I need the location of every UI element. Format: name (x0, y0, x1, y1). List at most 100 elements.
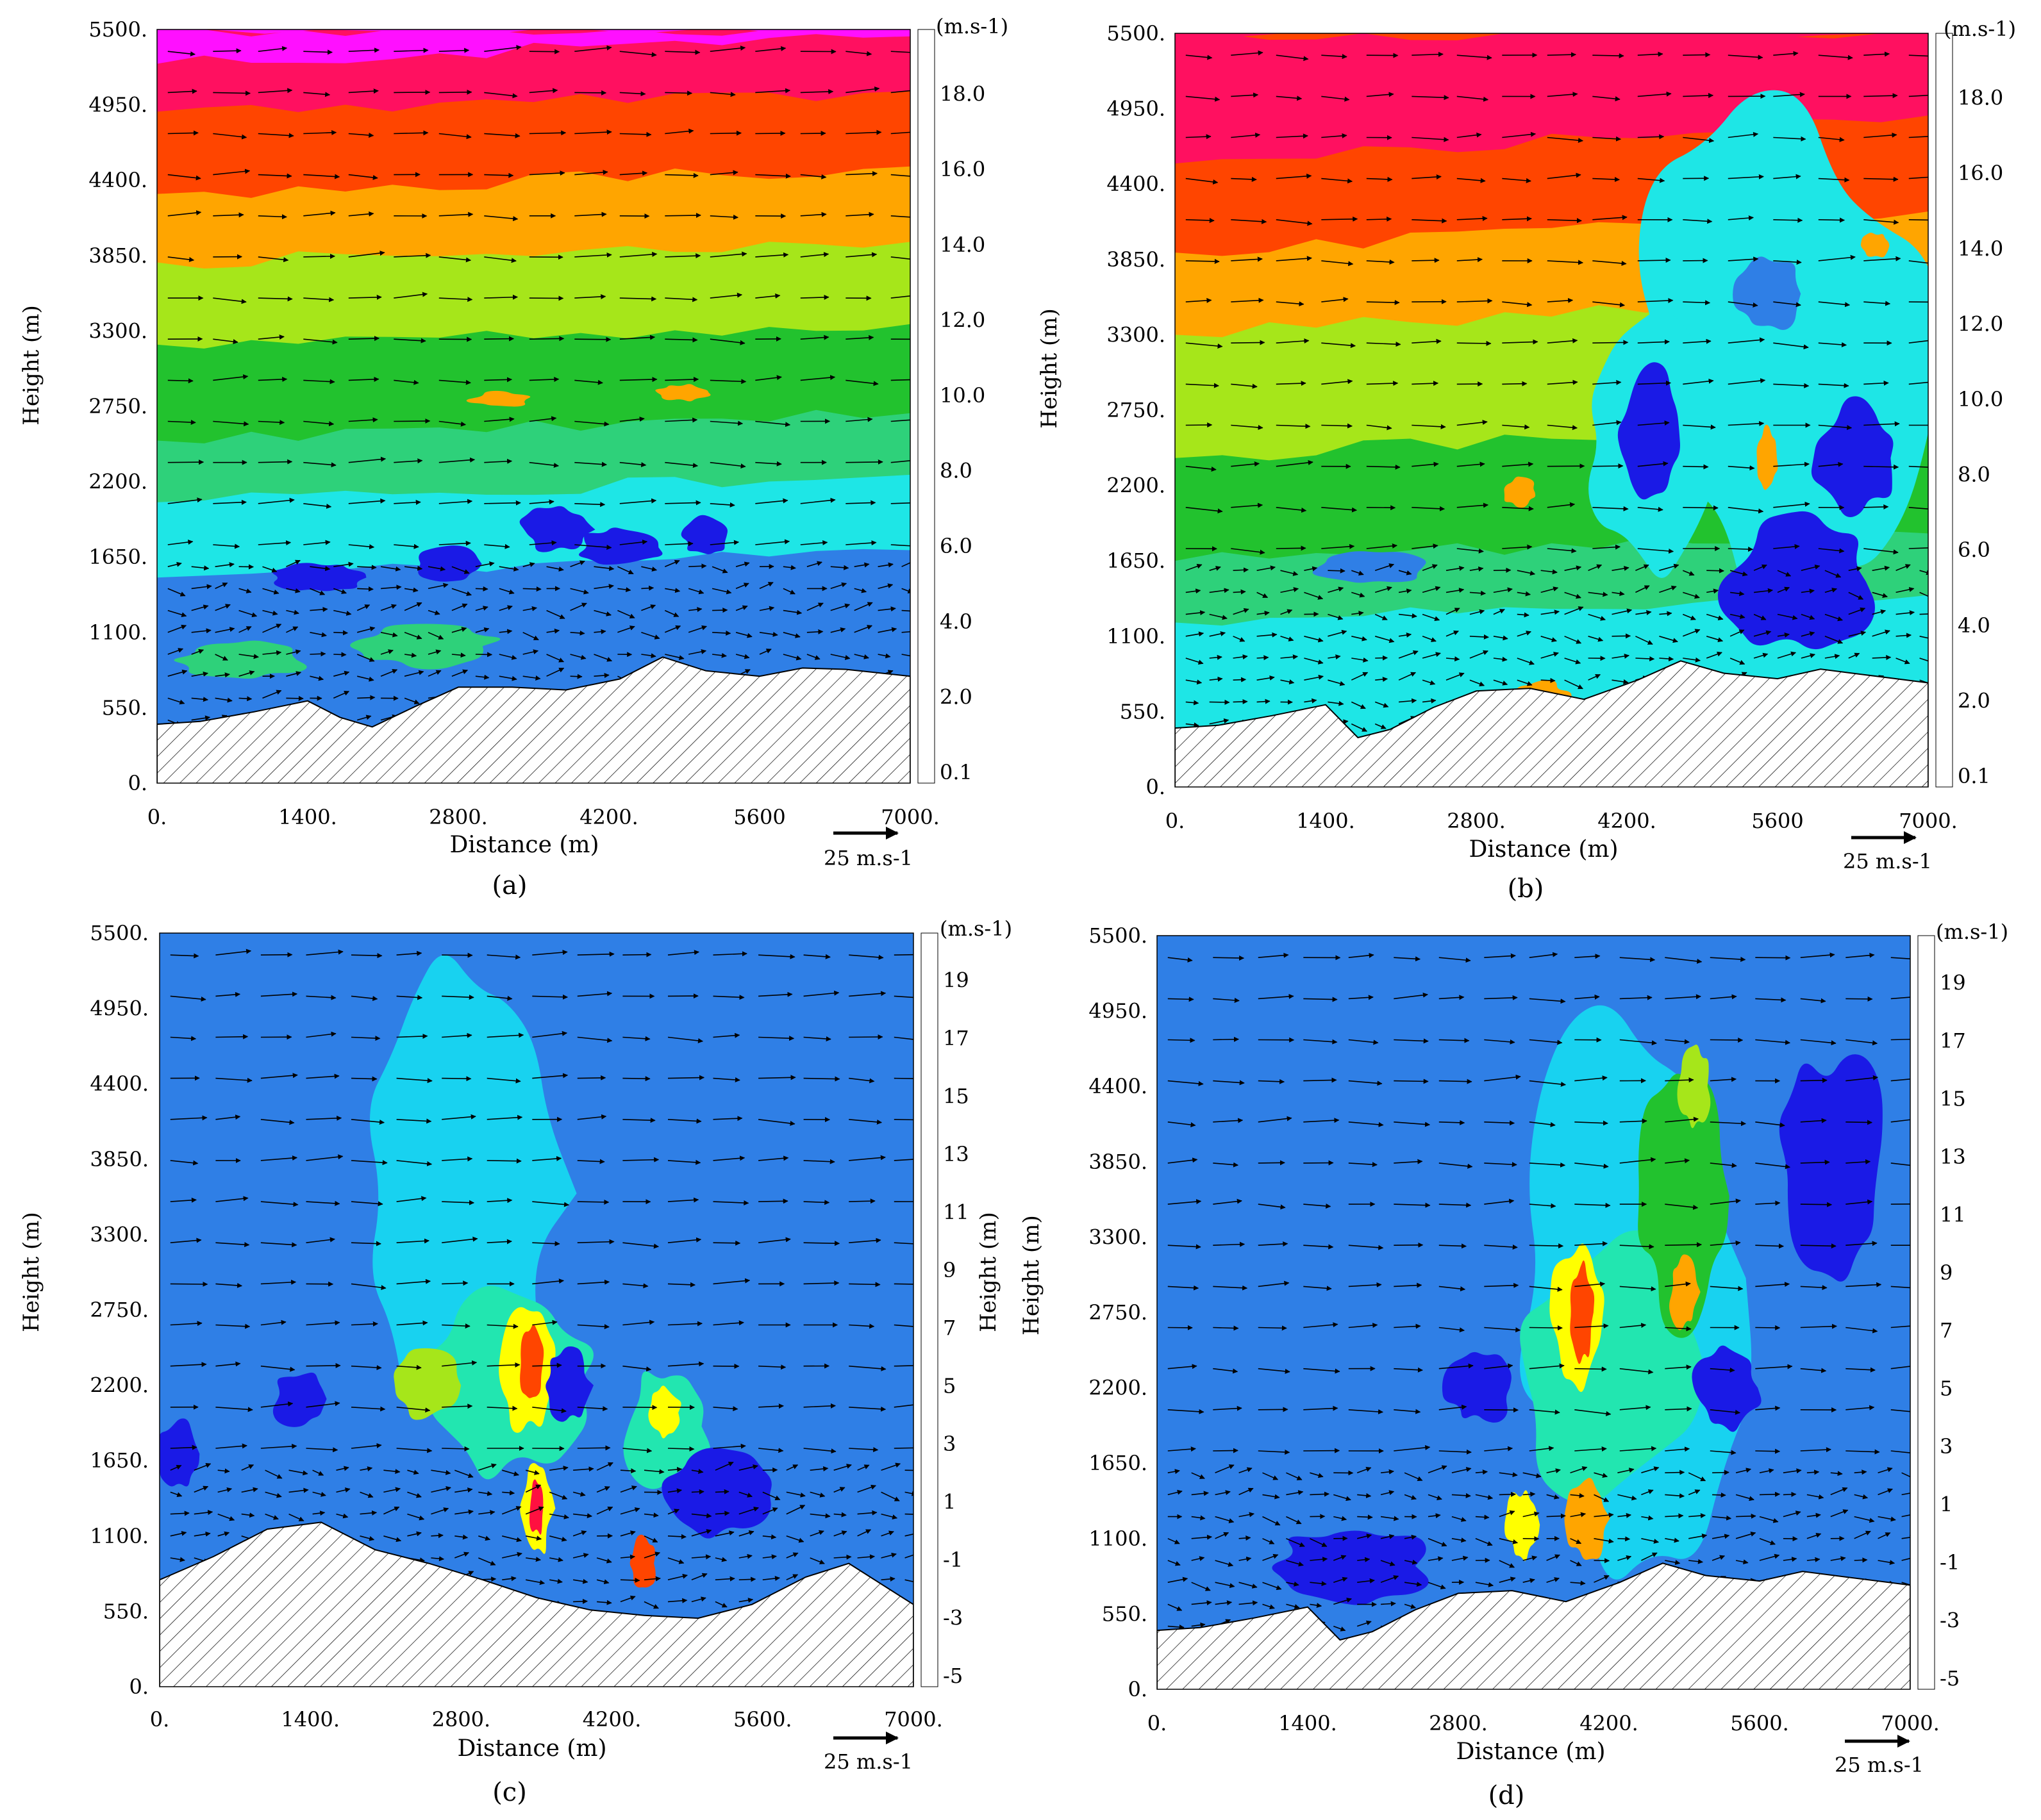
panel-d-wind-vector (1890, 1038, 1910, 1041)
panel-b-wind-vector (1872, 609, 1887, 615)
panel-a-wind-vector (167, 420, 196, 425)
panel-a-wind-vector (484, 336, 515, 342)
panel-c-x-tick-label: 4200. (583, 1707, 642, 1732)
panel-a-colorbar: 0.1 2.0 4.0 6.0 8.0 10.0 12.0 14.0 16.0 18.0 (917, 29, 985, 784)
panel-a-wind-vector (529, 416, 557, 422)
panel-a-wind-vector (484, 377, 512, 383)
panel-b-wind-vector (1919, 636, 1928, 639)
panel-b-wind-vector (1366, 543, 1397, 549)
panel-b-wind-vector (1729, 658, 1745, 665)
panel-b-wind-vector (1374, 723, 1387, 729)
panel-a-wind-vector (499, 566, 519, 572)
panel-a-wind-vector (735, 632, 753, 638)
panel-d-colorbar-label: 19 (1940, 971, 1966, 995)
panel-d-colorbar-label: 17 (1940, 1029, 1966, 1053)
panel-a-wind-vector (710, 502, 735, 508)
panel-b-wind-vector (1801, 588, 1815, 594)
panel-a-contour-patch (655, 384, 711, 402)
panel-a-wind-vector (574, 379, 603, 385)
panel-b-wind-vector (1729, 613, 1745, 619)
panel-a-wind-vector (215, 627, 235, 633)
panel-b-wind-vector (1863, 421, 1900, 427)
panel-b-wind-vector (1328, 700, 1344, 706)
panel-a-wind-vector (191, 584, 212, 590)
panel-d-wind-vector (1755, 955, 1791, 961)
panel-a-wind-vector (846, 379, 879, 386)
panel-d: 0. 550. 1100. 1650. 2200. 2750. 3300. 3850. 4400… (1019, 920, 2008, 1810)
panel-a-wind-vector (438, 89, 472, 95)
panel-a-wind-vector (303, 210, 336, 217)
panel-c-x-tick-label: 0. (150, 1707, 170, 1732)
panel-b-wind-vector (1412, 338, 1442, 344)
panel-b-wind-vector (1276, 459, 1313, 467)
panel-a-wind-vector (258, 46, 288, 52)
panel-a: 0. 550. 1100. 1650. 2200. 2750. 3300. 3850. 4400… (19, 14, 1008, 900)
panel-b-wind-vector (1872, 565, 1890, 571)
panel-b-wind-vector (1547, 52, 1576, 58)
panel-a-wind-vector (484, 256, 517, 263)
panel-b-wind-vector (1412, 381, 1439, 386)
panel-b-wind-vector (1233, 636, 1245, 642)
panel-a-wind-vector (428, 670, 442, 677)
panel-b-wind-vector (1824, 613, 1843, 622)
panel-d-wind-vector (1258, 1407, 1288, 1412)
panel-c-wind-vector (442, 1446, 470, 1452)
panel-b-wind-vector (1209, 676, 1223, 682)
panel-b-wind-vector (1753, 652, 1769, 659)
panel-b-wind-vector (1351, 611, 1364, 616)
panel-a-wind-vector (428, 649, 442, 655)
panel-b-colorbar-label: 16.0 (1958, 161, 2003, 185)
panel-b-wind-vector (1863, 548, 1899, 555)
panel-b-y-tick-label: 1100. (1106, 624, 1165, 649)
panel-a-wind-vector (755, 293, 781, 299)
panel-d-wind-vector (1394, 1242, 1424, 1248)
panel-a-wind-vector (617, 587, 631, 593)
panel-a-wind-vector (710, 540, 739, 545)
panel-b-wind-vector (1592, 260, 1627, 266)
panel-a-wind-vector (878, 653, 891, 659)
panel-c-colorbar-label: 13 (943, 1142, 969, 1166)
panel-a-wind-vector (451, 588, 472, 597)
panel-d-y-ticks: 0. 550. 1100. 1650. 2200. 2750. 3300. 3850. 4400… (1088, 923, 1147, 1701)
panel-a-wind-vector (213, 90, 251, 96)
panel-c-colorbar-label: 9 (943, 1258, 956, 1282)
panel-b-wind-vector (1683, 629, 1701, 637)
panel-b-wind-vector (1493, 609, 1505, 615)
panel-a-wind-vector (710, 461, 746, 469)
panel-b-colorbar-label: 12.0 (1958, 311, 2003, 336)
panel-a-wind-vector (191, 604, 209, 611)
panel-b-wind-vector (1233, 608, 1249, 615)
panel-a-wind-vector (213, 420, 249, 427)
panel-b-wind-vector (1588, 613, 1606, 621)
panel-a-wind-vector (570, 602, 587, 611)
panel-a-wind-vector (357, 586, 374, 592)
panel-b-wind-vector (1185, 563, 1203, 571)
panel-a-wind-vector (830, 582, 847, 590)
panel-b-wind-vector (1469, 679, 1485, 686)
panel-a-wind-vector (664, 625, 681, 633)
panel-a-wind-vector (348, 544, 375, 550)
panel-b-wind-vector (1592, 463, 1624, 469)
panel-b-wind-vector (1209, 588, 1229, 593)
panel-a-y-tick-label: 3300. (88, 318, 147, 343)
panel-a-wind-vector (619, 461, 647, 468)
panel-b-wind-vector (1612, 679, 1629, 684)
panel-a-wind-vector (333, 652, 347, 658)
panel-a-wind-vector (404, 602, 422, 611)
panel-a-wind-vector (303, 174, 340, 179)
panel-d-colorbar-label: -3 (1940, 1609, 1960, 1633)
panel-a-wind-vector (529, 461, 559, 468)
panel-b-wind-vector (1706, 588, 1719, 594)
panel-a-ylabel: Height (m) (19, 305, 44, 426)
panel-b-wind-vector (1517, 591, 1531, 597)
panel-b-wind-vector (1304, 636, 1324, 643)
panel-b-wind-vector (1592, 420, 1622, 426)
panel-a-x-tick-label: 2800. (429, 805, 488, 829)
panel-a-x-tick-label: 0. (147, 805, 167, 829)
panel-a-wind-vector (755, 375, 782, 381)
panel-a-wind-vector (522, 606, 537, 611)
panel-b-wind-vector (1863, 301, 1891, 306)
panel-a-wind-vector (475, 561, 495, 567)
panel-a-wind-vector (357, 695, 376, 700)
panel-d-wind-vector (1759, 1491, 1781, 1497)
